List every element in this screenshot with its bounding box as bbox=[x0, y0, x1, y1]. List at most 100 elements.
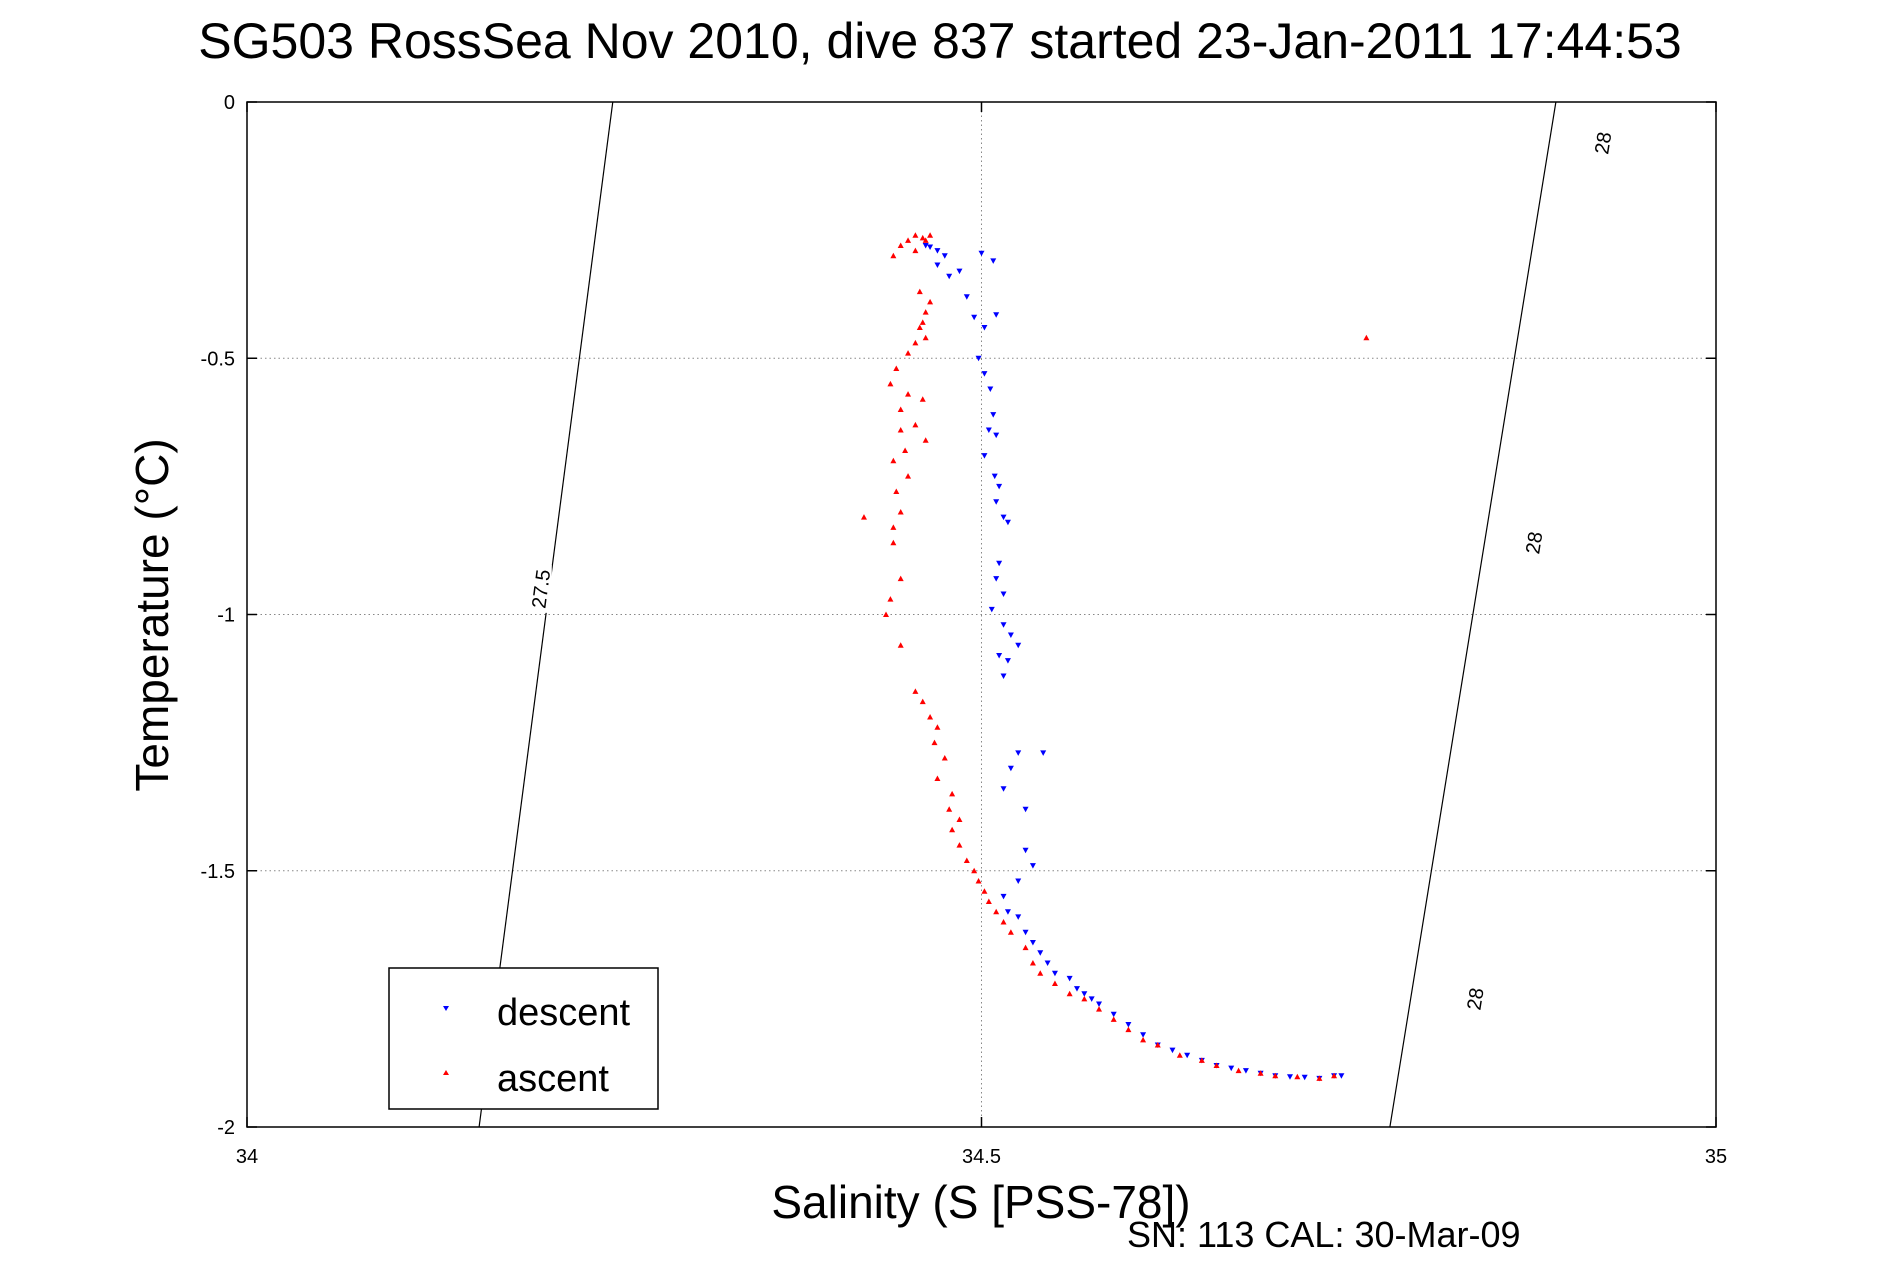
ascent-point bbox=[860, 514, 867, 520]
ascent-point bbox=[912, 339, 919, 346]
ascent-point bbox=[890, 524, 897, 530]
ascent-point bbox=[934, 775, 941, 781]
ascent-point bbox=[905, 391, 912, 397]
contour-line bbox=[478, 101, 614, 1128]
ascent-point bbox=[1029, 960, 1036, 966]
ascent-point bbox=[1154, 1042, 1161, 1048]
ascent-point bbox=[1257, 1070, 1264, 1076]
ascent-point bbox=[897, 427, 904, 433]
descent-point bbox=[1081, 991, 1088, 997]
ascent-point bbox=[893, 365, 900, 371]
descent-point bbox=[1004, 519, 1011, 526]
y-tick-label: -1 bbox=[217, 605, 235, 627]
ascent-point bbox=[931, 739, 938, 746]
contour-label-gap bbox=[1591, 119, 1614, 167]
legend-descent-label: descent bbox=[497, 992, 631, 1034]
ascent-point bbox=[897, 242, 904, 248]
descent-point bbox=[1140, 1032, 1147, 1038]
ascent-point bbox=[963, 857, 970, 863]
ascent-point bbox=[949, 826, 956, 833]
ascent-point bbox=[1363, 334, 1370, 341]
descent-point bbox=[1096, 1001, 1103, 1007]
descent-point bbox=[1073, 986, 1080, 992]
descent-point bbox=[981, 325, 988, 331]
ascent-point bbox=[975, 878, 982, 884]
data-points bbox=[860, 232, 1370, 1082]
ascent-point bbox=[890, 539, 897, 546]
descent-point bbox=[1004, 909, 1011, 915]
x-tick-label: 34.5 bbox=[962, 1146, 1001, 1168]
ascent-point bbox=[922, 237, 929, 243]
contour-label: 27.5 bbox=[528, 568, 555, 609]
ascent-point bbox=[1125, 1026, 1132, 1033]
ascent-point bbox=[1235, 1067, 1242, 1074]
descent-point bbox=[988, 606, 995, 613]
descent-point bbox=[996, 653, 1003, 659]
ascent-point bbox=[1176, 1052, 1183, 1058]
descent-point bbox=[991, 473, 998, 480]
y-tick-label: -2 bbox=[217, 1117, 235, 1139]
descent-point bbox=[993, 499, 1000, 505]
ascent-point bbox=[941, 755, 948, 761]
legend-descent-marker bbox=[443, 1006, 449, 1011]
density-contours: 27.5 28 28 28 bbox=[478, 101, 1617, 1128]
descent-point bbox=[1015, 914, 1022, 920]
ascent-point bbox=[897, 575, 904, 582]
contour-label: 28 bbox=[1522, 530, 1547, 555]
contour-label-gap bbox=[1522, 518, 1545, 567]
ascent-point bbox=[893, 488, 900, 494]
descent-point bbox=[1242, 1068, 1249, 1074]
descent-point bbox=[1228, 1065, 1235, 1072]
ascent-point bbox=[905, 237, 912, 243]
ascent-point bbox=[922, 437, 929, 443]
ascent-point bbox=[927, 232, 934, 238]
ascent-point bbox=[985, 898, 992, 904]
descent-point bbox=[1184, 1052, 1191, 1059]
descent-point bbox=[1066, 975, 1073, 982]
descent-point bbox=[963, 294, 970, 300]
ascent-point bbox=[1198, 1057, 1205, 1063]
y-tick-label: -0.5 bbox=[201, 348, 235, 370]
ascent-point bbox=[919, 396, 926, 402]
ascent-point bbox=[1140, 1036, 1147, 1043]
ascent-point bbox=[916, 324, 923, 330]
descent-point bbox=[1015, 750, 1022, 756]
ascent-point bbox=[919, 234, 926, 241]
ascent-point bbox=[1037, 970, 1044, 976]
descent-point bbox=[1037, 950, 1044, 956]
axis-ticks: 34 34.5 35 0 -0.5 -1 -1.5 -2 bbox=[201, 92, 1728, 1168]
descent-point bbox=[1301, 1074, 1308, 1081]
descent-point bbox=[1125, 1022, 1132, 1028]
ascent-point bbox=[949, 790, 956, 797]
ascent-point bbox=[897, 406, 904, 412]
ascent-point bbox=[993, 908, 1000, 915]
descent-point bbox=[1286, 1074, 1293, 1080]
ascent-point bbox=[1066, 990, 1073, 997]
ascent-point bbox=[916, 288, 923, 295]
ascent-point bbox=[956, 816, 963, 822]
ascent-point bbox=[971, 867, 978, 874]
ascent-point bbox=[890, 457, 897, 464]
descent-point bbox=[934, 248, 941, 254]
ascent-point bbox=[1000, 919, 1007, 925]
ascent-point bbox=[912, 421, 919, 428]
ascent-point bbox=[927, 714, 934, 720]
descent-point bbox=[1022, 929, 1029, 936]
ascent-point bbox=[922, 334, 929, 341]
chart-title: SG503 RossSea Nov 2010, dive 837 started… bbox=[198, 13, 1681, 69]
ascent-point bbox=[912, 247, 919, 254]
legend-box bbox=[388, 967, 659, 1110]
descent-point bbox=[1000, 622, 1007, 628]
ascent-point bbox=[1294, 1073, 1301, 1080]
descent-point bbox=[1088, 996, 1095, 1002]
descent-point bbox=[1007, 765, 1014, 772]
contour-line bbox=[1389, 101, 1557, 1128]
ascent-point bbox=[912, 688, 919, 694]
ascent-point bbox=[927, 298, 934, 305]
footer-caption: SN: 113 CAL: 30-Mar-09 bbox=[1127, 1214, 1521, 1255]
descent-point bbox=[1338, 1073, 1345, 1079]
contour-label: 28 bbox=[1591, 130, 1616, 155]
y-axis-label: Temperature (°C) bbox=[126, 438, 178, 791]
contour-label-gap bbox=[1464, 974, 1487, 1023]
